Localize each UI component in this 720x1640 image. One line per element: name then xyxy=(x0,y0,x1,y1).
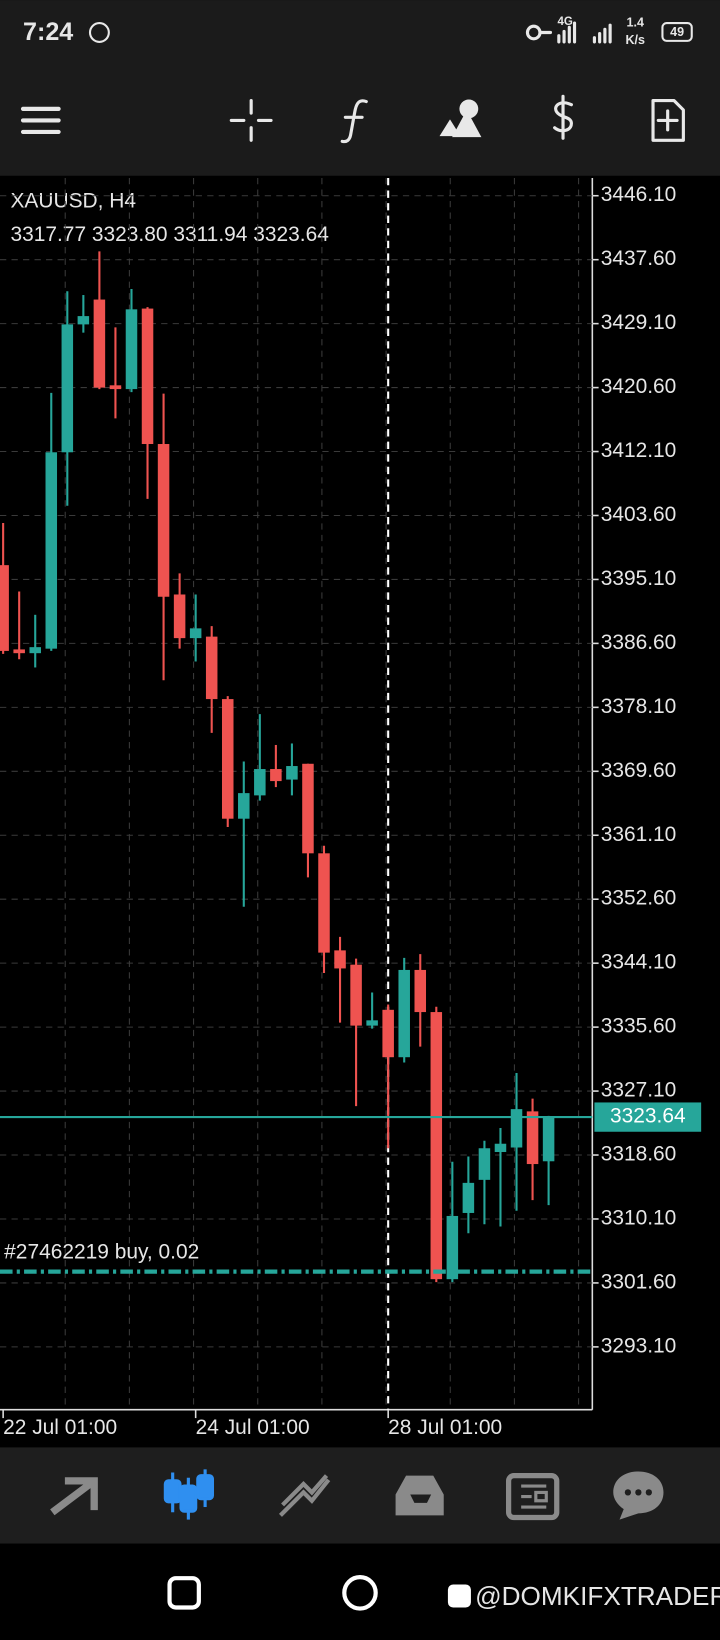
ohlc-label: 3317.77 3323.80 3311.94 3323.64 xyxy=(10,223,329,246)
indicators-button[interactable] xyxy=(340,99,368,144)
y-tick-label: 3429.10 xyxy=(601,311,677,334)
candle-body xyxy=(302,763,314,854)
signal-icon xyxy=(557,21,612,44)
candle-body xyxy=(157,444,170,597)
history-tab[interactable] xyxy=(395,1475,444,1516)
trade-button[interactable] xyxy=(553,94,573,140)
candle-body xyxy=(510,1109,523,1148)
battery-level: 49 xyxy=(670,25,684,39)
candle-body xyxy=(93,299,106,388)
y-tick-label: 3301.60 xyxy=(601,1270,677,1293)
candle-body xyxy=(494,1143,507,1153)
battery-icon xyxy=(661,22,693,42)
y-tick-label: 3437.60 xyxy=(601,247,677,270)
candle-body xyxy=(189,628,202,639)
symbol-label: XAUUSD, H4 xyxy=(10,190,136,213)
candle-body xyxy=(398,969,410,1058)
candle-body xyxy=(318,853,330,953)
candle-body xyxy=(414,969,427,1013)
candle-body xyxy=(221,699,234,819)
candle-body xyxy=(29,647,41,654)
y-tick-label: 3361.10 xyxy=(601,823,677,846)
trade-tab[interactable] xyxy=(278,1474,331,1517)
candle-body xyxy=(446,1215,459,1280)
candle-body xyxy=(125,309,138,390)
candle-body xyxy=(141,308,154,445)
y-tick-label: 3395.10 xyxy=(601,567,677,590)
x-tick-label: 28 Jul 01:00 xyxy=(388,1416,502,1439)
candle-body xyxy=(478,1148,491,1180)
candle-body xyxy=(77,316,90,325)
y-tick-label: 3403.60 xyxy=(601,503,677,526)
plot: 3446.10 3437.60 3429.10 3420.60 3412.10 3403.… xyxy=(0,177,702,1439)
x-tick-label: 24 Jul 01:00 xyxy=(196,1416,310,1439)
y-tick-label: 3327.10 xyxy=(601,1079,677,1102)
candle-body xyxy=(238,793,250,819)
candle-body xyxy=(334,950,346,969)
candle-body xyxy=(0,565,9,651)
clock: 7:24 xyxy=(23,18,73,46)
candle-body xyxy=(382,1009,394,1058)
new-order-button[interactable] xyxy=(651,98,685,142)
candle-body xyxy=(270,769,282,782)
top-area xyxy=(0,0,720,176)
facebook-icon xyxy=(447,1584,471,1608)
net-speed-unit: K/s xyxy=(625,33,645,47)
candle-body xyxy=(350,964,362,1026)
messages-tab[interactable] xyxy=(624,1489,632,1496)
watermark: @DOMKIFXTRADER xyxy=(475,1581,720,1611)
y-tick-label: 3310.10 xyxy=(601,1207,677,1230)
candle-body xyxy=(526,1111,539,1165)
current-price-label: 3323.64 xyxy=(610,1105,686,1128)
messages-tab[interactable] xyxy=(645,1489,652,1496)
candle-body xyxy=(462,1182,475,1213)
system-nav xyxy=(0,1543,720,1640)
candle-body xyxy=(366,1020,378,1026)
objects-button[interactable] xyxy=(439,109,482,138)
candle-body xyxy=(542,1117,555,1162)
status-icon xyxy=(88,22,110,43)
menu-button[interactable] xyxy=(20,106,61,135)
y-tick-label: 3335.60 xyxy=(601,1015,677,1038)
messages-tab[interactable] xyxy=(635,1489,642,1496)
y-tick-label: 3293.10 xyxy=(601,1334,677,1357)
y-tick-label: 3369.60 xyxy=(601,759,677,782)
candle-body xyxy=(45,452,58,649)
y-tick-label: 3378.10 xyxy=(601,695,677,718)
crosshair-button[interactable] xyxy=(229,98,273,142)
current-price-tag xyxy=(594,1102,702,1132)
y-tick-label: 3318.60 xyxy=(601,1143,677,1166)
news-tab[interactable] xyxy=(521,1484,548,1509)
candle-body xyxy=(61,324,74,453)
recents-button[interactable] xyxy=(167,1576,201,1610)
candle-body xyxy=(430,1012,443,1280)
candle-body xyxy=(173,594,186,639)
net-speed: 1.4 xyxy=(627,15,644,29)
x-tick-label: 22 Jul 01:00 xyxy=(3,1416,117,1439)
candle-body xyxy=(13,649,25,654)
objects-button[interactable] xyxy=(459,99,479,119)
candle-body xyxy=(109,385,122,390)
order-label: #27462219 buy, 0.02 xyxy=(4,1240,199,1263)
y-tick-label: 3420.60 xyxy=(601,375,677,398)
home-button[interactable] xyxy=(342,1575,378,1611)
y-tick-label: 3386.60 xyxy=(601,631,677,654)
y-tick-label: 3446.10 xyxy=(601,183,677,206)
news-tab[interactable] xyxy=(505,1473,560,1521)
bottom-nav xyxy=(0,1447,720,1544)
network-type: 4G xyxy=(557,16,572,28)
candle-body xyxy=(205,636,218,700)
candle-body xyxy=(286,766,298,780)
y-tick-label: 3412.10 xyxy=(601,439,677,462)
candle-body xyxy=(254,769,266,796)
quotes-tab[interactable] xyxy=(50,1477,98,1516)
y-tick-label: 3352.60 xyxy=(601,887,677,910)
y-tick-label: 3344.10 xyxy=(601,951,677,974)
chart-tab[interactable] xyxy=(163,1469,215,1520)
